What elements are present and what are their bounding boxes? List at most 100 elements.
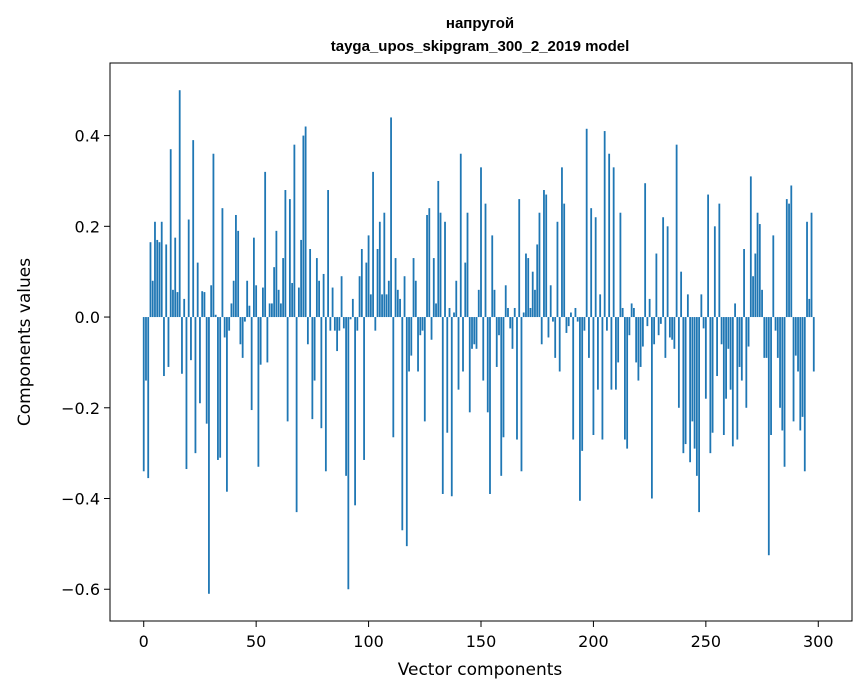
bar [558, 317, 561, 372]
bar [752, 276, 754, 318]
bar [174, 237, 177, 318]
bar [387, 280, 390, 318]
bar [399, 298, 401, 318]
bar [349, 317, 352, 320]
bar [414, 280, 417, 318]
bar [689, 317, 692, 463]
bar [214, 314, 217, 318]
bar [477, 289, 480, 318]
bar [702, 317, 705, 329]
y-tick-label: 0.2 [75, 217, 100, 236]
bar [659, 317, 662, 324]
bar [637, 317, 640, 381]
bar [163, 317, 165, 377]
bar [563, 203, 566, 318]
bar [489, 317, 491, 494]
bar [178, 90, 181, 318]
bar [666, 226, 669, 318]
bar [675, 144, 678, 318]
bar [257, 317, 260, 467]
bar [603, 131, 606, 318]
bar [713, 226, 716, 318]
bar [630, 303, 633, 318]
bar [396, 289, 399, 318]
bar [588, 317, 590, 358]
bar [464, 262, 467, 318]
bar [745, 317, 748, 408]
bar [561, 167, 563, 318]
bar [151, 280, 154, 318]
bar [662, 217, 665, 318]
bar [194, 317, 197, 454]
bar [297, 287, 300, 318]
bar [147, 317, 150, 479]
bar [576, 317, 579, 322]
bar [208, 317, 210, 594]
x-tick-label: 250 [691, 632, 722, 651]
bar [493, 289, 496, 318]
bar [502, 317, 505, 438]
bar [403, 276, 406, 318]
bar [484, 203, 487, 318]
bar [428, 208, 431, 318]
bar [509, 317, 512, 329]
bar [154, 221, 156, 318]
bar [572, 317, 575, 440]
x-tick-label: 200 [578, 632, 609, 651]
bar [794, 317, 797, 356]
bar [567, 317, 570, 327]
bar [300, 239, 303, 318]
bar [273, 267, 276, 318]
x-axis-label: Vector components [398, 660, 563, 680]
bar [441, 317, 444, 494]
x-tick-label: 150 [466, 632, 497, 651]
y-tick-label: −0.6 [61, 580, 100, 599]
bar [230, 303, 233, 318]
bar [378, 221, 381, 318]
bar [776, 317, 779, 358]
bar [444, 221, 446, 318]
bar [158, 242, 161, 318]
bar [275, 230, 278, 318]
bar [264, 171, 267, 318]
bar [504, 285, 507, 318]
bar [731, 317, 734, 447]
bar [145, 317, 147, 381]
bar [657, 317, 660, 336]
bar [338, 317, 341, 331]
bar [196, 262, 199, 318]
bar [356, 317, 359, 331]
bar [646, 317, 649, 327]
bar [619, 212, 622, 318]
bar [192, 140, 195, 318]
bar [360, 249, 363, 318]
bar [480, 167, 482, 318]
bar [455, 280, 458, 318]
bar [579, 317, 581, 501]
bar [219, 317, 222, 458]
bar [450, 317, 453, 497]
bar [369, 294, 372, 318]
bar [781, 317, 784, 431]
bar [709, 317, 712, 454]
bar [421, 317, 424, 331]
bar [754, 253, 757, 318]
bar [329, 317, 332, 331]
bar [279, 303, 282, 318]
bar [446, 317, 449, 433]
bar [540, 317, 543, 345]
bar [707, 194, 709, 318]
bar [765, 317, 768, 358]
bar [774, 317, 777, 331]
bar [172, 289, 174, 318]
bar [226, 317, 228, 492]
bar [318, 280, 321, 318]
bar [372, 171, 374, 318]
bar [169, 149, 172, 318]
y-tick-label: −0.2 [61, 399, 100, 418]
bar [617, 317, 620, 363]
bar [291, 283, 294, 318]
bar [770, 317, 772, 435]
bar [405, 317, 408, 547]
bar [471, 317, 473, 349]
